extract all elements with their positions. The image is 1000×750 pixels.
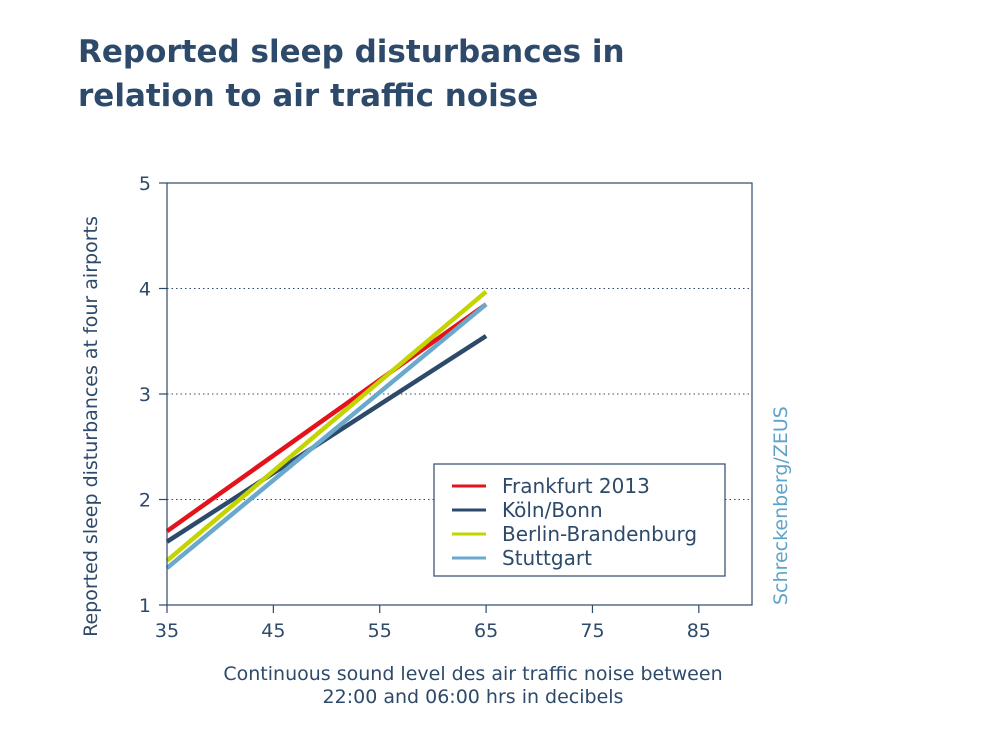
legend-label: Frankfurt 2013: [502, 474, 650, 498]
legend-label: Stuttgart: [502, 546, 592, 570]
y-tick-label: 4: [139, 279, 151, 301]
y-tick-label: 3: [139, 384, 151, 406]
x-tick-label: 85: [687, 620, 711, 642]
legend-label: Berlin-Brandenburg: [502, 522, 697, 546]
series-line-stuttgart: [165, 302, 488, 570]
y-axis-label: Reported sleep disturbances at four airp…: [80, 216, 102, 637]
chart-title-line-2: relation to air traffic noise: [78, 78, 539, 114]
x-axis-label-line-1: Continuous sound level des air traffic n…: [223, 663, 722, 685]
series-line-frankfurt-2013: [165, 302, 488, 533]
x-tick-label: 75: [580, 620, 604, 642]
series-lines: [165, 289, 488, 570]
x-axis-ticks: 35 45 55 65 75 85: [155, 605, 711, 642]
source-credit: Schreckenberg/ZEUS: [770, 406, 792, 605]
x-tick-label: 35: [155, 620, 179, 642]
x-axis-label-line-2: 22:00 and 06:00 hrs in decibels: [323, 686, 624, 708]
chart-title-line-1: Reported sleep disturbances in: [78, 34, 625, 70]
x-tick-label: 65: [474, 620, 498, 642]
legend: Frankfurt 2013Köln/BonnBerlin-Brandenbur…: [433, 463, 726, 577]
series-line-berlin-brandenburg: [165, 289, 488, 563]
y-axis-ticks: 1 2 3 4 5: [139, 173, 167, 617]
x-tick-label: 55: [368, 620, 392, 642]
y-tick-label: 1: [139, 595, 151, 617]
y-tick-label: 2: [139, 490, 151, 512]
x-tick-label: 45: [261, 620, 285, 642]
legend-label: Köln/Bonn: [502, 498, 603, 522]
chart-title: Reported sleep disturbances in relation …: [78, 30, 718, 118]
y-tick-label: 5: [139, 173, 151, 195]
